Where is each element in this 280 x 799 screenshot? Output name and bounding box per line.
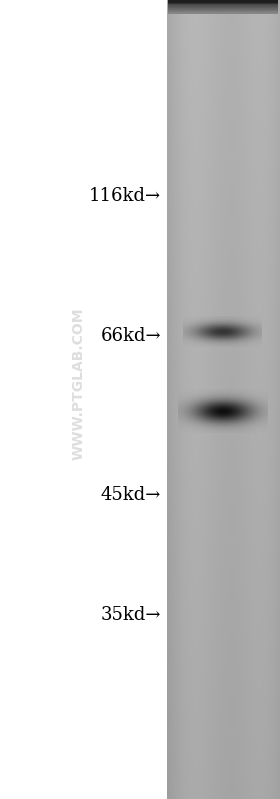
Text: 66kd→: 66kd→ [100,327,161,344]
Text: 45kd→: 45kd→ [101,487,161,504]
Text: 116kd→: 116kd→ [89,187,161,205]
Text: WWW.PTGLAB.COM: WWW.PTGLAB.COM [71,308,85,459]
Text: 35kd→: 35kd→ [101,606,161,624]
